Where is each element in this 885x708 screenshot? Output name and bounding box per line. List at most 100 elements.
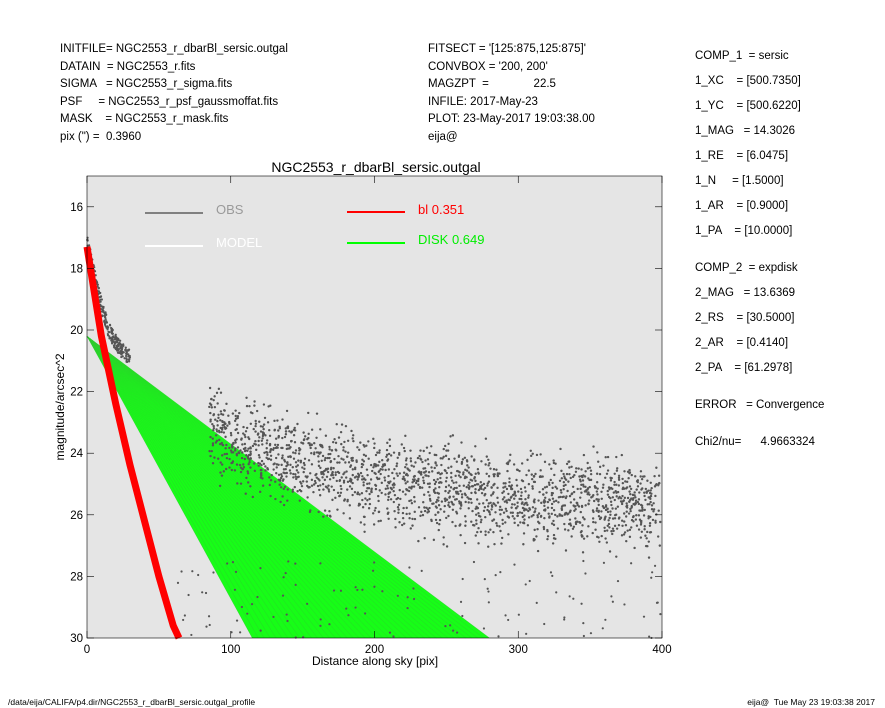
obs-point <box>431 470 434 473</box>
obs-point <box>387 511 390 514</box>
x-tick-label: 300 <box>509 644 528 656</box>
obs-point <box>308 444 312 447</box>
obs-point <box>658 481 661 485</box>
obs-point <box>524 583 527 586</box>
disk-model-line <box>86 336 466 639</box>
obs-point <box>601 627 604 630</box>
obs-point <box>487 480 491 483</box>
obs-point <box>285 475 288 478</box>
obs-point <box>392 486 395 489</box>
disk-model-line <box>86 336 395 639</box>
obs-point <box>317 510 320 514</box>
obs-point <box>331 498 334 502</box>
obs-point <box>254 422 258 425</box>
obs-point <box>386 441 389 445</box>
obs-point <box>614 489 617 493</box>
obs-point <box>489 528 492 531</box>
obs-point <box>253 400 256 403</box>
obs-point <box>529 449 532 453</box>
obs-point <box>523 508 526 512</box>
obs-point <box>583 490 587 493</box>
obs-point <box>575 520 578 523</box>
param-line: 1_XC = [500.7350] <box>695 75 801 87</box>
obs-point <box>650 486 653 490</box>
obs-point <box>565 472 569 476</box>
obs-point <box>596 451 599 454</box>
obs-point <box>404 459 408 462</box>
obs-point <box>437 511 440 514</box>
obs-point <box>319 443 323 447</box>
obs-point <box>276 419 279 422</box>
obs-point <box>239 631 242 634</box>
obs-point <box>563 618 566 621</box>
obs-point <box>372 437 375 441</box>
obs-point <box>488 511 491 514</box>
obs-point <box>584 485 587 489</box>
obs-point <box>327 484 330 487</box>
disk-model-line <box>86 336 324 639</box>
obs-point <box>244 430 248 433</box>
obs-point <box>310 478 314 482</box>
obs-point <box>427 474 430 478</box>
obs-point <box>191 570 194 573</box>
obs-point <box>383 463 387 467</box>
obs-point <box>435 453 438 457</box>
obs-point <box>392 500 396 504</box>
obs-point <box>650 504 654 507</box>
obs-point <box>441 457 444 460</box>
obs-point <box>258 462 262 465</box>
obs-point <box>606 493 610 496</box>
bulge-model-line <box>83 246 183 640</box>
obs-point <box>444 499 447 503</box>
obs-point <box>598 517 602 521</box>
obs-point <box>553 513 557 517</box>
obs-point <box>574 470 578 474</box>
disk-model-line <box>86 336 407 639</box>
obs-point <box>574 517 577 520</box>
obs-point <box>340 423 344 426</box>
obs-point <box>224 426 228 430</box>
obs-point <box>345 476 348 479</box>
obs-point <box>283 485 287 488</box>
obs-point <box>343 440 346 444</box>
obs-point <box>216 419 219 423</box>
obs-point <box>448 496 451 499</box>
obs-point <box>282 576 285 579</box>
obs-point <box>264 465 267 468</box>
obs-point <box>113 338 117 341</box>
obs-point <box>535 535 538 538</box>
obs-point <box>272 468 275 471</box>
obs-point <box>362 453 366 456</box>
obs-point <box>337 436 341 439</box>
obs-point <box>401 516 405 520</box>
obs-point <box>610 595 613 598</box>
obs-point <box>506 462 510 466</box>
obs-point <box>121 350 124 353</box>
obs-point <box>294 451 297 455</box>
obs-point <box>272 615 275 619</box>
obs-point <box>444 454 448 458</box>
obs-point <box>420 569 423 572</box>
obs-point <box>634 501 637 505</box>
obs-point <box>582 485 585 488</box>
obs-point <box>307 485 310 489</box>
obs-point <box>543 460 547 464</box>
obs-point <box>348 479 352 483</box>
y-tick-label: 26 <box>70 510 83 522</box>
obs-point <box>455 481 458 484</box>
obs-point <box>233 449 237 452</box>
obs-point <box>653 474 656 478</box>
obs-point <box>637 502 641 506</box>
obs-point <box>209 418 212 421</box>
obs-point <box>613 472 616 475</box>
obs-point <box>124 348 127 351</box>
obs-point <box>403 449 406 453</box>
obs-point <box>463 541 467 545</box>
obs-point <box>486 482 490 485</box>
obs-point <box>442 447 445 451</box>
obs-point <box>492 491 495 494</box>
obs-point <box>405 506 408 510</box>
obs-point <box>214 441 218 444</box>
obs-point <box>274 480 277 483</box>
obs-point <box>649 497 652 501</box>
